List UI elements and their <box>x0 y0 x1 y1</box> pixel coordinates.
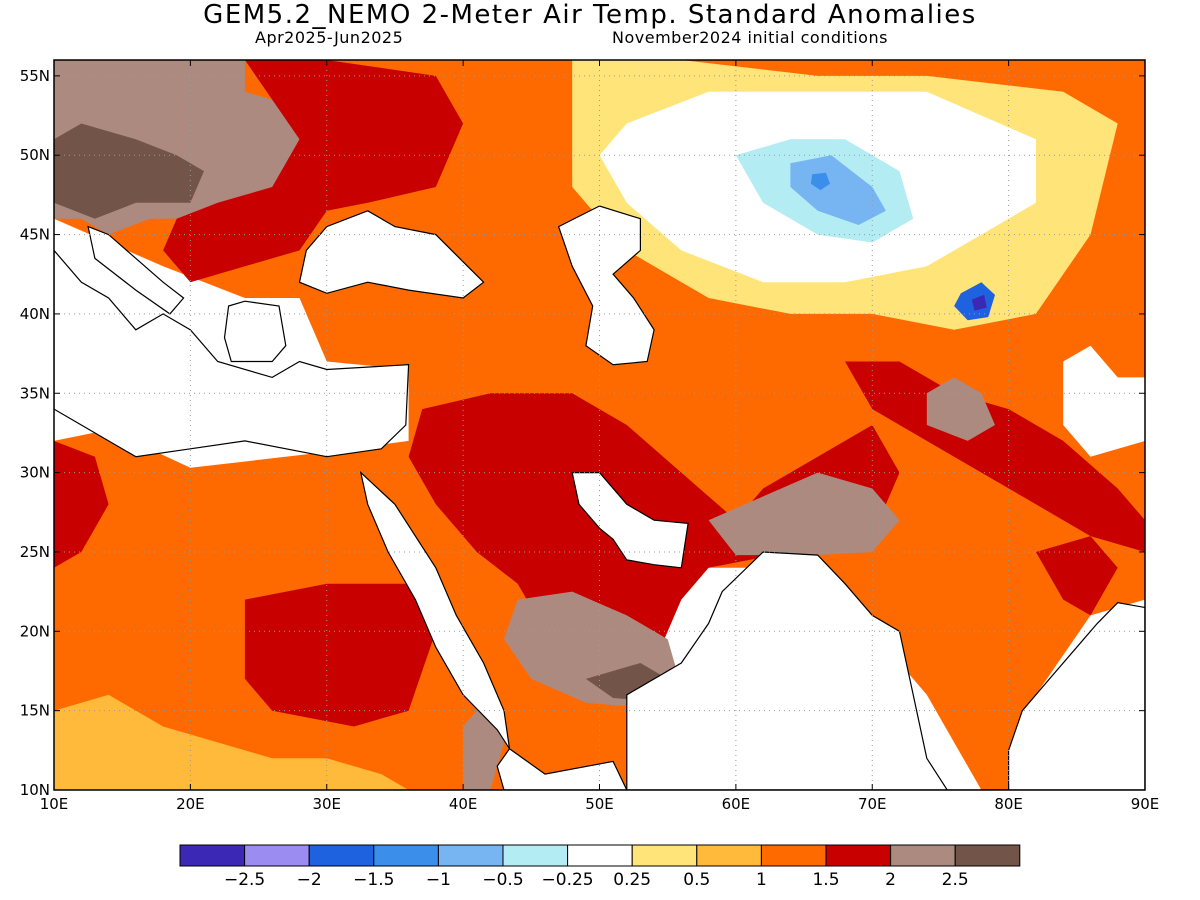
y-tick-label: 55N <box>20 67 50 85</box>
mediterranean-sea <box>54 249 410 458</box>
anomaly-region-western-china-white <box>1063 345 1145 457</box>
y-tick-label: 45N <box>20 226 50 244</box>
y-tick-label: 40N <box>20 305 50 323</box>
map-title: GEM5.2_NEMO 2-Meter Air Temp. Standard A… <box>203 0 977 30</box>
persian-gulf <box>571 472 689 569</box>
x-tick-label: 60E <box>722 795 751 813</box>
y-tick-label: 50N <box>20 146 50 164</box>
anomaly-region-eastern-europe-red <box>163 60 464 283</box>
anomaly-region-tian-shan-core <box>971 294 987 311</box>
legend-swatch <box>437 844 504 867</box>
anomaly-region-kazakh-blue <box>790 155 886 225</box>
x-tick-label: 30E <box>312 795 341 813</box>
anomaly-region-india-red-east <box>1035 536 1118 616</box>
forecast-period: Apr2025-Jun2025 <box>255 28 404 47</box>
y-tick-label: 35N <box>20 384 50 402</box>
caspian-sea <box>557 205 655 366</box>
anomaly-region-himalaya-red <box>845 361 1145 552</box>
anomaly-region-kazakh-blue-core <box>810 172 830 191</box>
black-sea <box>298 210 485 299</box>
legend-break-label: 0.5 <box>683 870 710 890</box>
legend-break-label: −0.25 <box>542 870 594 890</box>
axis-ticks: 10E 20E 30E 40E 50E 60E 70E 80E 90E 10N 15N 20N 25N 3… <box>20 60 1160 813</box>
legend-break-label: −1.5 <box>353 870 394 890</box>
y-tick-label: 30N <box>20 464 50 482</box>
legend-break-label: −2 <box>297 870 322 890</box>
legend-swatch <box>696 844 762 867</box>
graticule <box>54 60 1145 790</box>
legend-swatch <box>179 844 246 867</box>
legend-swatch <box>760 844 827 867</box>
legend-swatch <box>631 844 698 867</box>
legend-swatch <box>502 844 569 867</box>
initial-conditions: November2024 initial conditions <box>612 28 888 47</box>
legend-swatch <box>890 844 956 867</box>
anomaly-region-kashmir-brown <box>926 377 995 441</box>
y-tick-label: 15N <box>20 702 50 720</box>
y-tick-label: 20N <box>20 622 50 640</box>
x-tick-label: 50E <box>585 795 614 813</box>
x-tick-label: 10E <box>40 795 69 813</box>
y-tick-label: 10N <box>20 781 50 799</box>
legend-break-label: 0.25 <box>613 870 651 890</box>
legend-break-label: 1.5 <box>812 870 839 890</box>
x-tick-label: 80E <box>994 795 1023 813</box>
legend-break-label: 2 <box>885 870 896 890</box>
anomaly-region-sudan-red <box>244 583 436 727</box>
water-bodies <box>54 205 1145 790</box>
anomaly-region-iran-pakistan-brown <box>708 472 900 556</box>
legend-swatch <box>567 844 633 867</box>
legend-break-label: −2.5 <box>224 870 265 890</box>
legend-break-label: 2.5 <box>942 870 969 890</box>
x-tick-label: 20E <box>176 795 205 813</box>
legend-break-label: 1 <box>756 870 767 890</box>
legend-swatch <box>373 844 439 867</box>
red-sea <box>359 470 511 750</box>
legend-swatch <box>244 844 310 867</box>
gulf-of-aden <box>496 747 628 790</box>
anomaly-region-europe-dark-brown <box>54 123 204 219</box>
x-tick-label: 40E <box>449 795 478 813</box>
x-tick-label: 70E <box>858 795 887 813</box>
legend-break-label: −0.5 <box>482 870 523 890</box>
x-tick-label: 90E <box>1131 795 1160 813</box>
aegean-sea <box>223 300 287 363</box>
arabian-sea <box>626 551 1011 790</box>
bay-of-bengal <box>1007 602 1145 790</box>
legend-swatch <box>954 844 1021 867</box>
adriatic-sea <box>87 225 185 315</box>
color-bar-legend: −2.5 −2 −1.5 −1 −0.5 −0.25 0.25 0.5 1 1.5 2 2.5 <box>179 844 1021 890</box>
y-tick-label: 25N <box>20 543 50 561</box>
legend-break-label: −1 <box>426 870 451 890</box>
anomaly-region-sahel-yellow <box>54 694 409 790</box>
legend-swatch <box>308 844 375 867</box>
legend-swatch <box>825 844 892 867</box>
